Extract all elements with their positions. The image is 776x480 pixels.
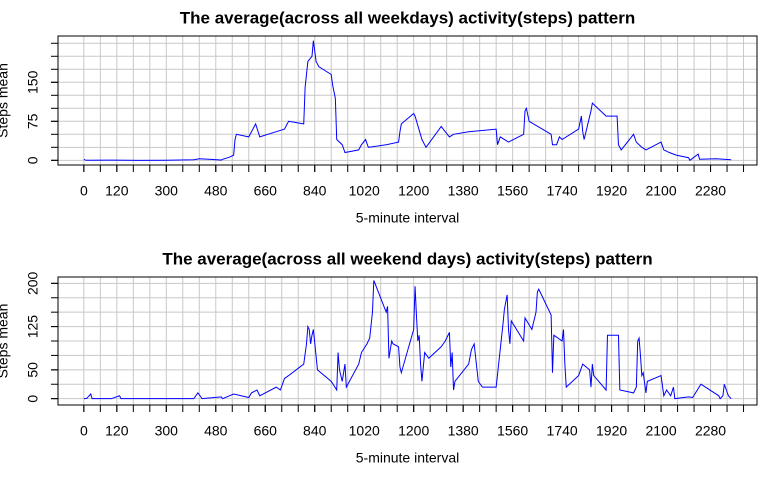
x-tick-label: 0 [80,423,88,439]
plot-box [57,35,758,166]
x-tick-label: 1560 [497,423,528,439]
data-line [83,280,732,400]
x-axis-label: 5-minute interval [356,450,460,466]
y-axis-label: Steps mean [0,304,11,379]
x-tick-label: 1200 [398,423,429,439]
chart-title: The average(across all weekdays) activit… [180,8,635,27]
x-tick-label: 1920 [596,183,627,199]
y-tick-label: 0 [25,395,41,403]
x-tick-label: 840 [303,423,327,439]
x-tick-label: 2100 [645,183,676,199]
x-tick-label: 1380 [448,183,479,199]
x-tick-label: 660 [254,183,278,199]
x-tick-label: 2280 [695,423,726,439]
x-tick-label: 1020 [349,183,380,199]
chart-title: The average(across all weekend days) act… [162,249,652,268]
x-tick-label: 120 [105,183,129,199]
x-tick-label: 2280 [695,183,726,199]
x-tick-label: 1740 [547,423,578,439]
y-axis-label: Steps mean [0,63,11,138]
x-tick-label: 120 [105,423,129,439]
x-tick-label: 1920 [596,423,627,439]
y-tick-label: 125 [25,315,41,339]
x-tick-label: 480 [204,183,228,199]
x-tick-label: 840 [303,183,327,199]
x-tick-label: 0 [80,183,88,199]
x-axis-label: 5-minute interval [356,210,460,226]
x-tick-label: 660 [254,423,278,439]
x-tick-label: 300 [155,423,179,439]
x-tick-label: 1380 [448,423,479,439]
y-tick-label: 150 [25,70,41,94]
x-tick-label: 1740 [547,183,578,199]
y-tick-label: 200 [25,271,41,295]
x-tick-label: 1560 [497,183,528,199]
y-tick-label: 50 [25,362,41,378]
x-tick-label: 480 [204,423,228,439]
x-tick-label: 1200 [398,183,429,199]
x-tick-label: 300 [155,183,179,199]
y-tick-label: 75 [25,113,41,129]
plot-box [57,276,758,406]
x-tick-label: 1020 [349,423,380,439]
y-tick-label: 0 [25,156,41,164]
x-tick-label: 2100 [645,423,676,439]
data-line [83,40,732,162]
